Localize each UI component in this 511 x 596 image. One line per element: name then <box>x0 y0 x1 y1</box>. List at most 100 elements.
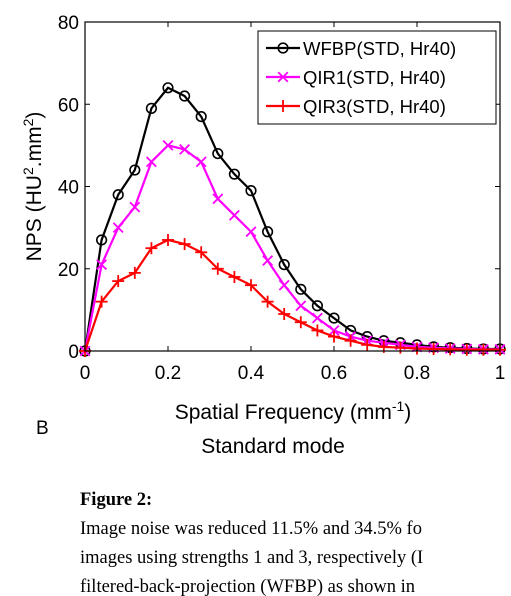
data-point-2-7 <box>195 246 208 259</box>
y-tick-label-0: 0 <box>68 342 79 363</box>
data-point-2-3 <box>128 266 141 279</box>
data-point-1-8 <box>212 193 224 205</box>
data-point-1-4 <box>145 156 157 168</box>
data-point-2-12 <box>278 307 291 320</box>
caption-title: Figure 2: <box>80 490 153 510</box>
series-1 <box>79 139 506 357</box>
y-tick-label-3: 60 <box>58 95 79 116</box>
figure-caption: Figure 2: Image noise was reduced 11.5% … <box>80 486 511 596</box>
x-tick-label-5: 1 <box>495 363 506 384</box>
data-point-2-14 <box>311 324 324 337</box>
data-point-1-3 <box>129 201 141 213</box>
legend-box <box>257 30 497 125</box>
x-tick-label-2: 0.4 <box>238 363 265 384</box>
data-point-1-3-b <box>129 201 141 213</box>
legend-marker-1 <box>277 71 289 83</box>
caption-line-2: images using strengths 1 and 3, respecti… <box>80 548 424 568</box>
data-point-1-9-b <box>228 209 240 221</box>
legend: WFBP(STD, Hr40) QIR1(STD, Hr40) QIR3(STD, … <box>257 30 497 125</box>
data-point-0-12 <box>278 259 290 271</box>
legend-entry-2: QIR3(STD, Hr40) <box>266 96 446 117</box>
legend-entry-1: QIR1(STD, Hr40) <box>266 67 446 88</box>
data-point-2-21 <box>427 342 440 355</box>
data-point-2-17 <box>361 338 374 351</box>
data-point-1-1 <box>96 259 108 271</box>
data-point-1-11 <box>262 255 274 266</box>
data-point-1-6 <box>179 144 191 155</box>
data-point-2-10 <box>245 279 257 292</box>
legend-marker-1-b <box>277 71 289 83</box>
series-2 <box>79 233 506 357</box>
data-point-2-23 <box>460 343 473 356</box>
data-point-1-5 <box>162 139 174 151</box>
data-point-2-13 <box>294 316 307 329</box>
data-point-0-8 <box>212 148 224 160</box>
data-point-0-10 <box>245 185 257 197</box>
data-point-1-15 <box>328 325 340 336</box>
axis-labels: Spatial Frequency (mm-1) Standard mode NPS… <box>20 112 411 458</box>
data-point-2-9 <box>228 270 241 283</box>
data-point-1-7-b <box>195 156 207 168</box>
data-point-0-9 <box>228 168 240 180</box>
x-tick-label-3: 0.6 <box>321 363 347 384</box>
series-layer <box>79 82 506 357</box>
x-axis-label: Spatial Frequency (mm-1) <box>175 398 412 424</box>
data-point-2-11 <box>261 295 274 308</box>
data-point-1-8-b <box>212 193 224 205</box>
legend-label-1: QIR1(STD, Hr40) <box>303 67 446 88</box>
data-point-1-13 <box>295 300 307 312</box>
caption-line-3: filtered-back-projection (WFBP) as shown… <box>80 577 415 596</box>
data-point-1-15-b <box>328 325 340 336</box>
data-point-1-13-b <box>295 300 307 312</box>
nps-chart: 0 0.2 0.4 0.6 0.8 1 0 20 40 60 80 WFBP(STD, Hr40) Q… <box>20 13 506 458</box>
data-point-1-6-b <box>179 144 191 155</box>
data-point-0-4 <box>145 102 157 114</box>
data-point-2-6 <box>178 238 191 251</box>
chart-subtitle: Standard mode <box>201 435 345 458</box>
data-point-1-7 <box>195 156 207 168</box>
y-tick-label-1: 20 <box>58 260 79 281</box>
data-point-2-1 <box>95 295 108 308</box>
data-point-0-3 <box>129 164 141 176</box>
data-point-1-4-b <box>145 156 157 168</box>
data-point-2-4 <box>145 242 158 255</box>
data-point-1-11-b <box>262 255 274 266</box>
legend-marker-2 <box>277 100 289 112</box>
data-point-1-12 <box>278 279 290 291</box>
legend-entry-0: WFBP(STD, Hr40) <box>266 38 456 59</box>
data-point-0-1 <box>95 234 108 246</box>
data-point-1-12-b <box>278 279 290 291</box>
data-point-0-11 <box>262 226 274 238</box>
data-point-2-16 <box>344 334 357 347</box>
y-tick-label-4: 80 <box>58 13 79 34</box>
data-point-1-1-b <box>96 259 108 271</box>
data-point-1-9 <box>228 209 240 221</box>
data-point-0-14 <box>311 300 324 312</box>
legend-marker-0 <box>277 42 289 54</box>
data-point-0-6 <box>179 90 191 102</box>
data-point-1-2 <box>112 222 124 234</box>
data-point-2-2 <box>112 275 125 288</box>
data-point-0-5 <box>162 82 174 94</box>
legend-label-2: QIR3(STD, Hr40) <box>303 96 446 117</box>
y-tick-label-2: 40 <box>58 178 79 199</box>
axes: 0 0.2 0.4 0.6 0.8 1 0 20 40 60 80 <box>58 13 505 384</box>
x-tick-label-0: 0 <box>80 363 91 384</box>
data-point-1-10-b <box>245 226 257 238</box>
data-point-0-15 <box>328 312 340 324</box>
data-point-2-24 <box>477 343 490 356</box>
data-point-2-8 <box>211 262 224 275</box>
data-point-1-10 <box>245 226 257 238</box>
x-tick-label-1: 0.2 <box>155 363 181 384</box>
data-point-1-14 <box>311 312 323 324</box>
caption-line-1: Image noise was reduced 11.5% and 34.5% … <box>80 519 422 539</box>
data-point-2-19 <box>394 341 407 354</box>
data-point-2-5 <box>162 233 174 246</box>
panel-letter: B <box>36 418 49 439</box>
legend-label-0: WFBP(STD, Hr40) <box>303 38 456 59</box>
data-point-1-14-b <box>311 312 323 324</box>
data-point-1-5-b <box>162 139 174 151</box>
data-point-1-2-b <box>112 222 124 234</box>
y-axis-label: NPS (HU2.mm2) <box>20 112 46 262</box>
x-tick-label-4: 0.8 <box>404 363 430 384</box>
